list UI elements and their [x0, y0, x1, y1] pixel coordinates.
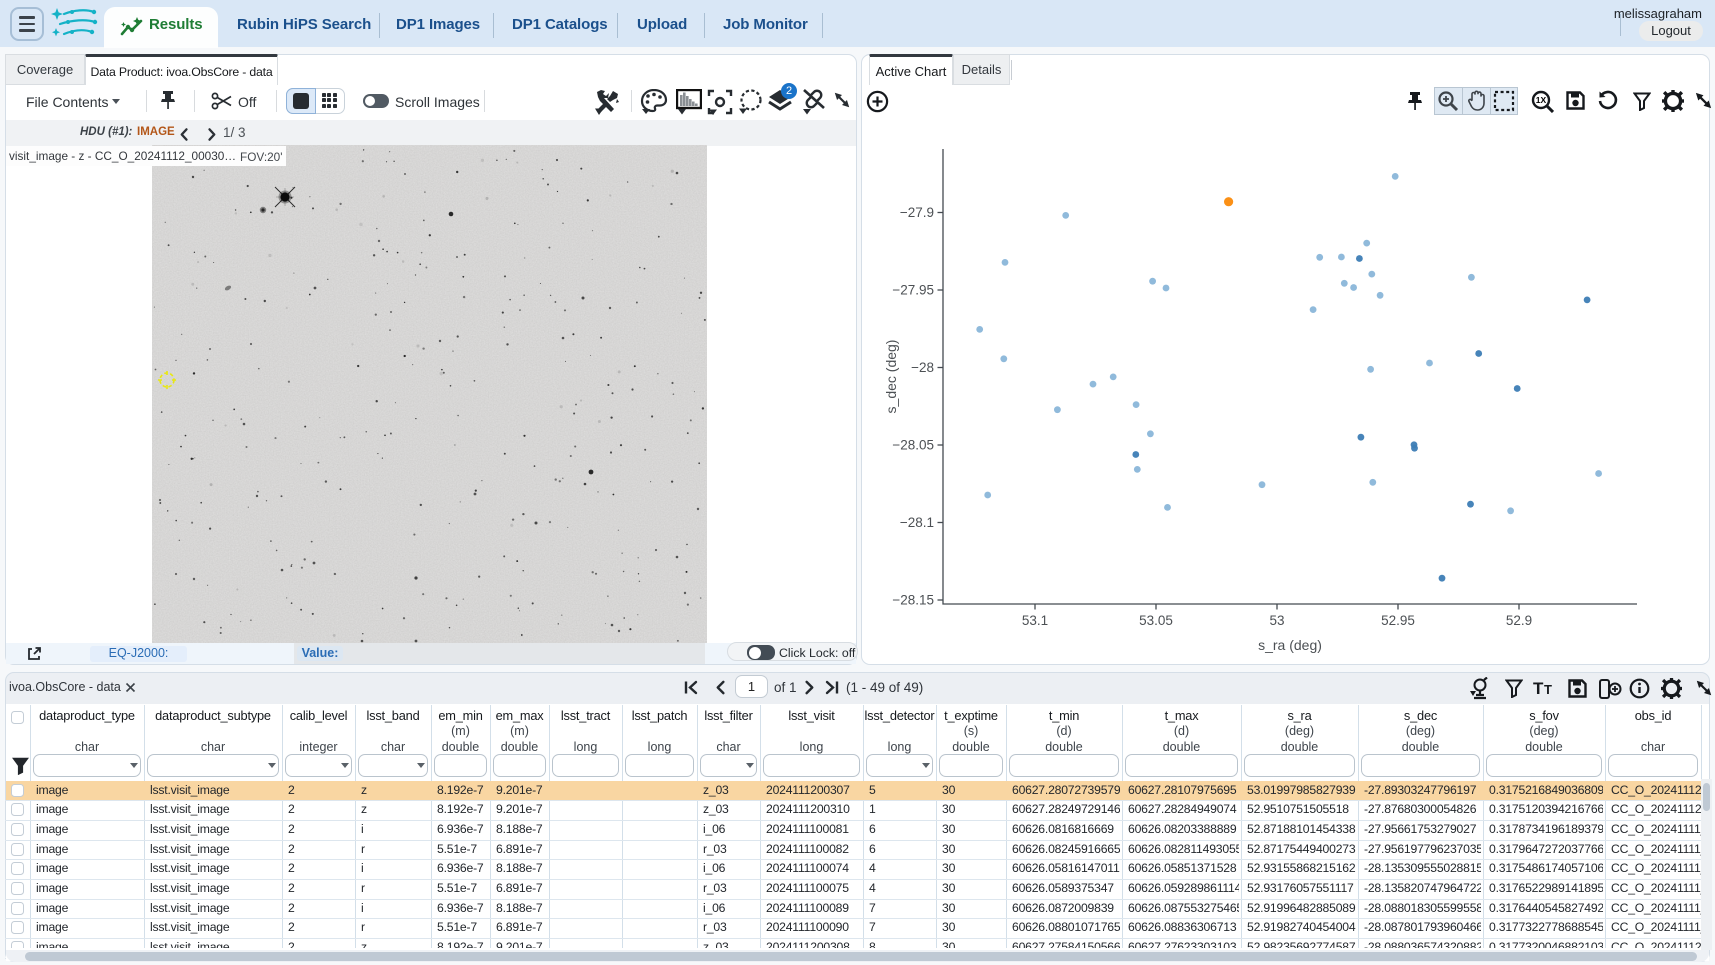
svg-text:−28.1: −28.1: [900, 515, 934, 530]
svg-text:−28.15: −28.15: [892, 593, 934, 608]
svg-text:53: 53: [1269, 613, 1284, 628]
svg-text:s_dec (deg): s_dec (deg): [883, 340, 899, 414]
svg-text:T: T: [1533, 679, 1544, 698]
svg-text:−27.9: −27.9: [900, 205, 934, 220]
svg-text:s_ra (deg): s_ra (deg): [1258, 637, 1322, 653]
svg-text:T: T: [1544, 682, 1552, 697]
svg-text:−28.05: −28.05: [892, 438, 934, 453]
svg-text:52.95: 52.95: [1381, 613, 1415, 628]
svg-text:53.05: 53.05: [1139, 613, 1173, 628]
svg-text:−28: −28: [911, 360, 934, 375]
svg-text:53.1: 53.1: [1022, 613, 1048, 628]
svg-text:1X: 1X: [1536, 95, 1547, 105]
svg-text:52.9: 52.9: [1506, 613, 1532, 628]
svg-text:−27.95: −27.95: [892, 283, 934, 298]
